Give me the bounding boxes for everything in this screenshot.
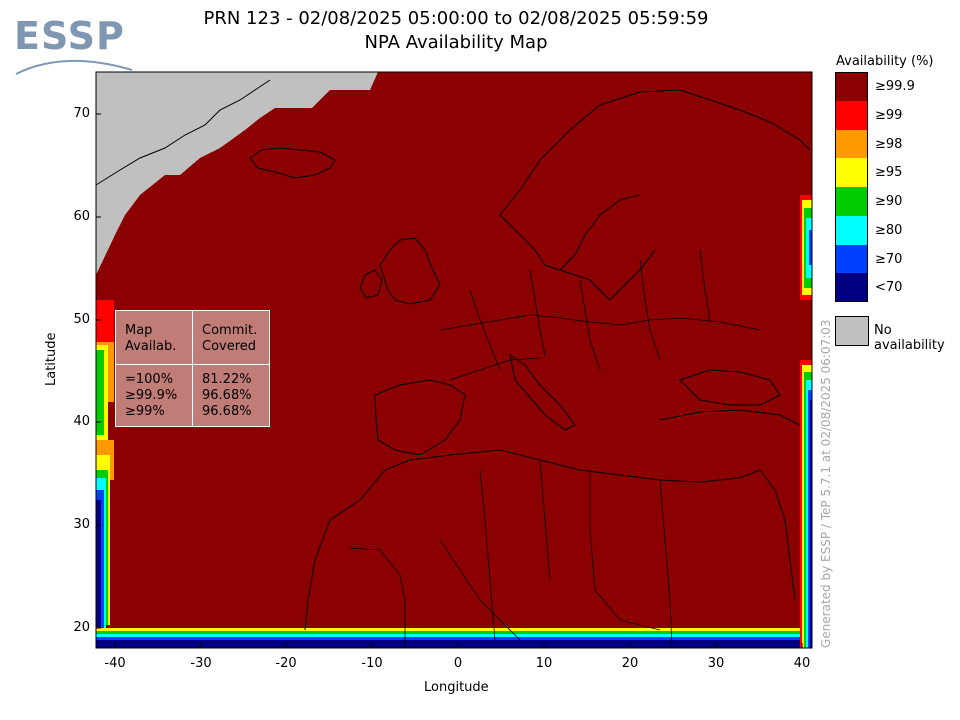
stats-row-covered: 81.22%: [202, 372, 252, 387]
x-tick-label: 10: [535, 656, 553, 671]
legend-label: ≥98: [875, 136, 903, 152]
map-subtitle: NPA Availability Map: [364, 32, 548, 53]
legend-label: <70: [875, 280, 903, 296]
x-tick-label: 20: [621, 656, 639, 671]
stats-row-covered: 96.68%: [202, 388, 252, 403]
y-tick-label: 20: [73, 620, 90, 635]
y-tick-label: 70: [73, 106, 90, 121]
legend-swatch: [836, 215, 868, 245]
y-tick-label: 40: [73, 414, 90, 429]
east-edge-bands: [800, 195, 812, 648]
x-tick-label: -20: [275, 656, 297, 671]
west-edge-bands: [96, 300, 114, 648]
legend-label: ≥70: [875, 251, 903, 267]
x-tick-label: -40: [104, 656, 126, 671]
country-borders: [349, 249, 761, 649]
south-edge-bands: [96, 628, 812, 648]
stats-row-map: =100%: [125, 372, 174, 387]
logo-text: ESSP: [14, 14, 125, 58]
coastlines: [95, 79, 811, 631]
legend-label: ≥80: [875, 222, 903, 238]
x-tick-label: 0: [453, 656, 463, 671]
legend-swatch: [836, 244, 868, 274]
plot-frame: [95, 71, 813, 649]
stats-map-values: =100% ≥99.9% ≥99%: [125, 372, 177, 420]
no-availability-region: [96, 72, 378, 275]
legend-swatch: [836, 72, 868, 101]
stats-row-map: ≥99.9%: [125, 388, 178, 403]
stats-header-map: Map Availab.: [125, 323, 177, 354]
stats-divider: [192, 311, 193, 426]
legend-label: ≥99.9: [875, 79, 915, 94]
tick-marks: [96, 113, 803, 648]
y-axis-title: Latitude: [44, 332, 59, 386]
legend-swatch: [836, 187, 868, 216]
x-tick-label: -10: [361, 656, 383, 671]
x-tick-label: 40: [793, 656, 811, 671]
x-tick-label: -30: [190, 656, 212, 671]
legend-swatch: [836, 273, 868, 302]
legend-swatch: [836, 158, 868, 187]
essp-logo: [14, 12, 134, 82]
x-tick-label: 30: [707, 656, 725, 671]
y-tick-label: 60: [73, 209, 90, 224]
legend-swatch: [836, 100, 868, 130]
stats-header-covered: Commit. Covered: [202, 323, 258, 354]
legend-title: Availability (%): [836, 54, 934, 69]
stats-divider: [116, 364, 269, 365]
logo-swoosh-icon: [15, 59, 133, 75]
stats-row-covered: 96.68%: [202, 404, 252, 419]
legend-swatch: [836, 129, 868, 159]
stats-covered-values: 81.22% 96.68% 96.68%: [202, 372, 252, 420]
y-tick-label: 50: [73, 312, 90, 327]
no-availability-label: No availability: [874, 323, 945, 353]
legend-label: ≥99: [875, 107, 903, 123]
y-tick-label: 30: [73, 517, 90, 532]
legend-label: ≥90: [875, 194, 903, 209]
stats-row-map: ≥99%: [125, 404, 165, 419]
map-title: PRN 123 - 02/08/2025 05:00:00 to 02/08/2…: [203, 8, 709, 29]
x-axis-title: Longitude: [424, 680, 489, 695]
availability-stats-box: Map Availab. Commit. Covered =100% ≥99.9…: [115, 310, 270, 427]
legend-label: ≥95: [875, 165, 903, 181]
generated-note: Generated by ESSP / TeP 5.7.1 at 02/08/2…: [819, 319, 833, 648]
no-availability-swatch: [835, 316, 869, 346]
